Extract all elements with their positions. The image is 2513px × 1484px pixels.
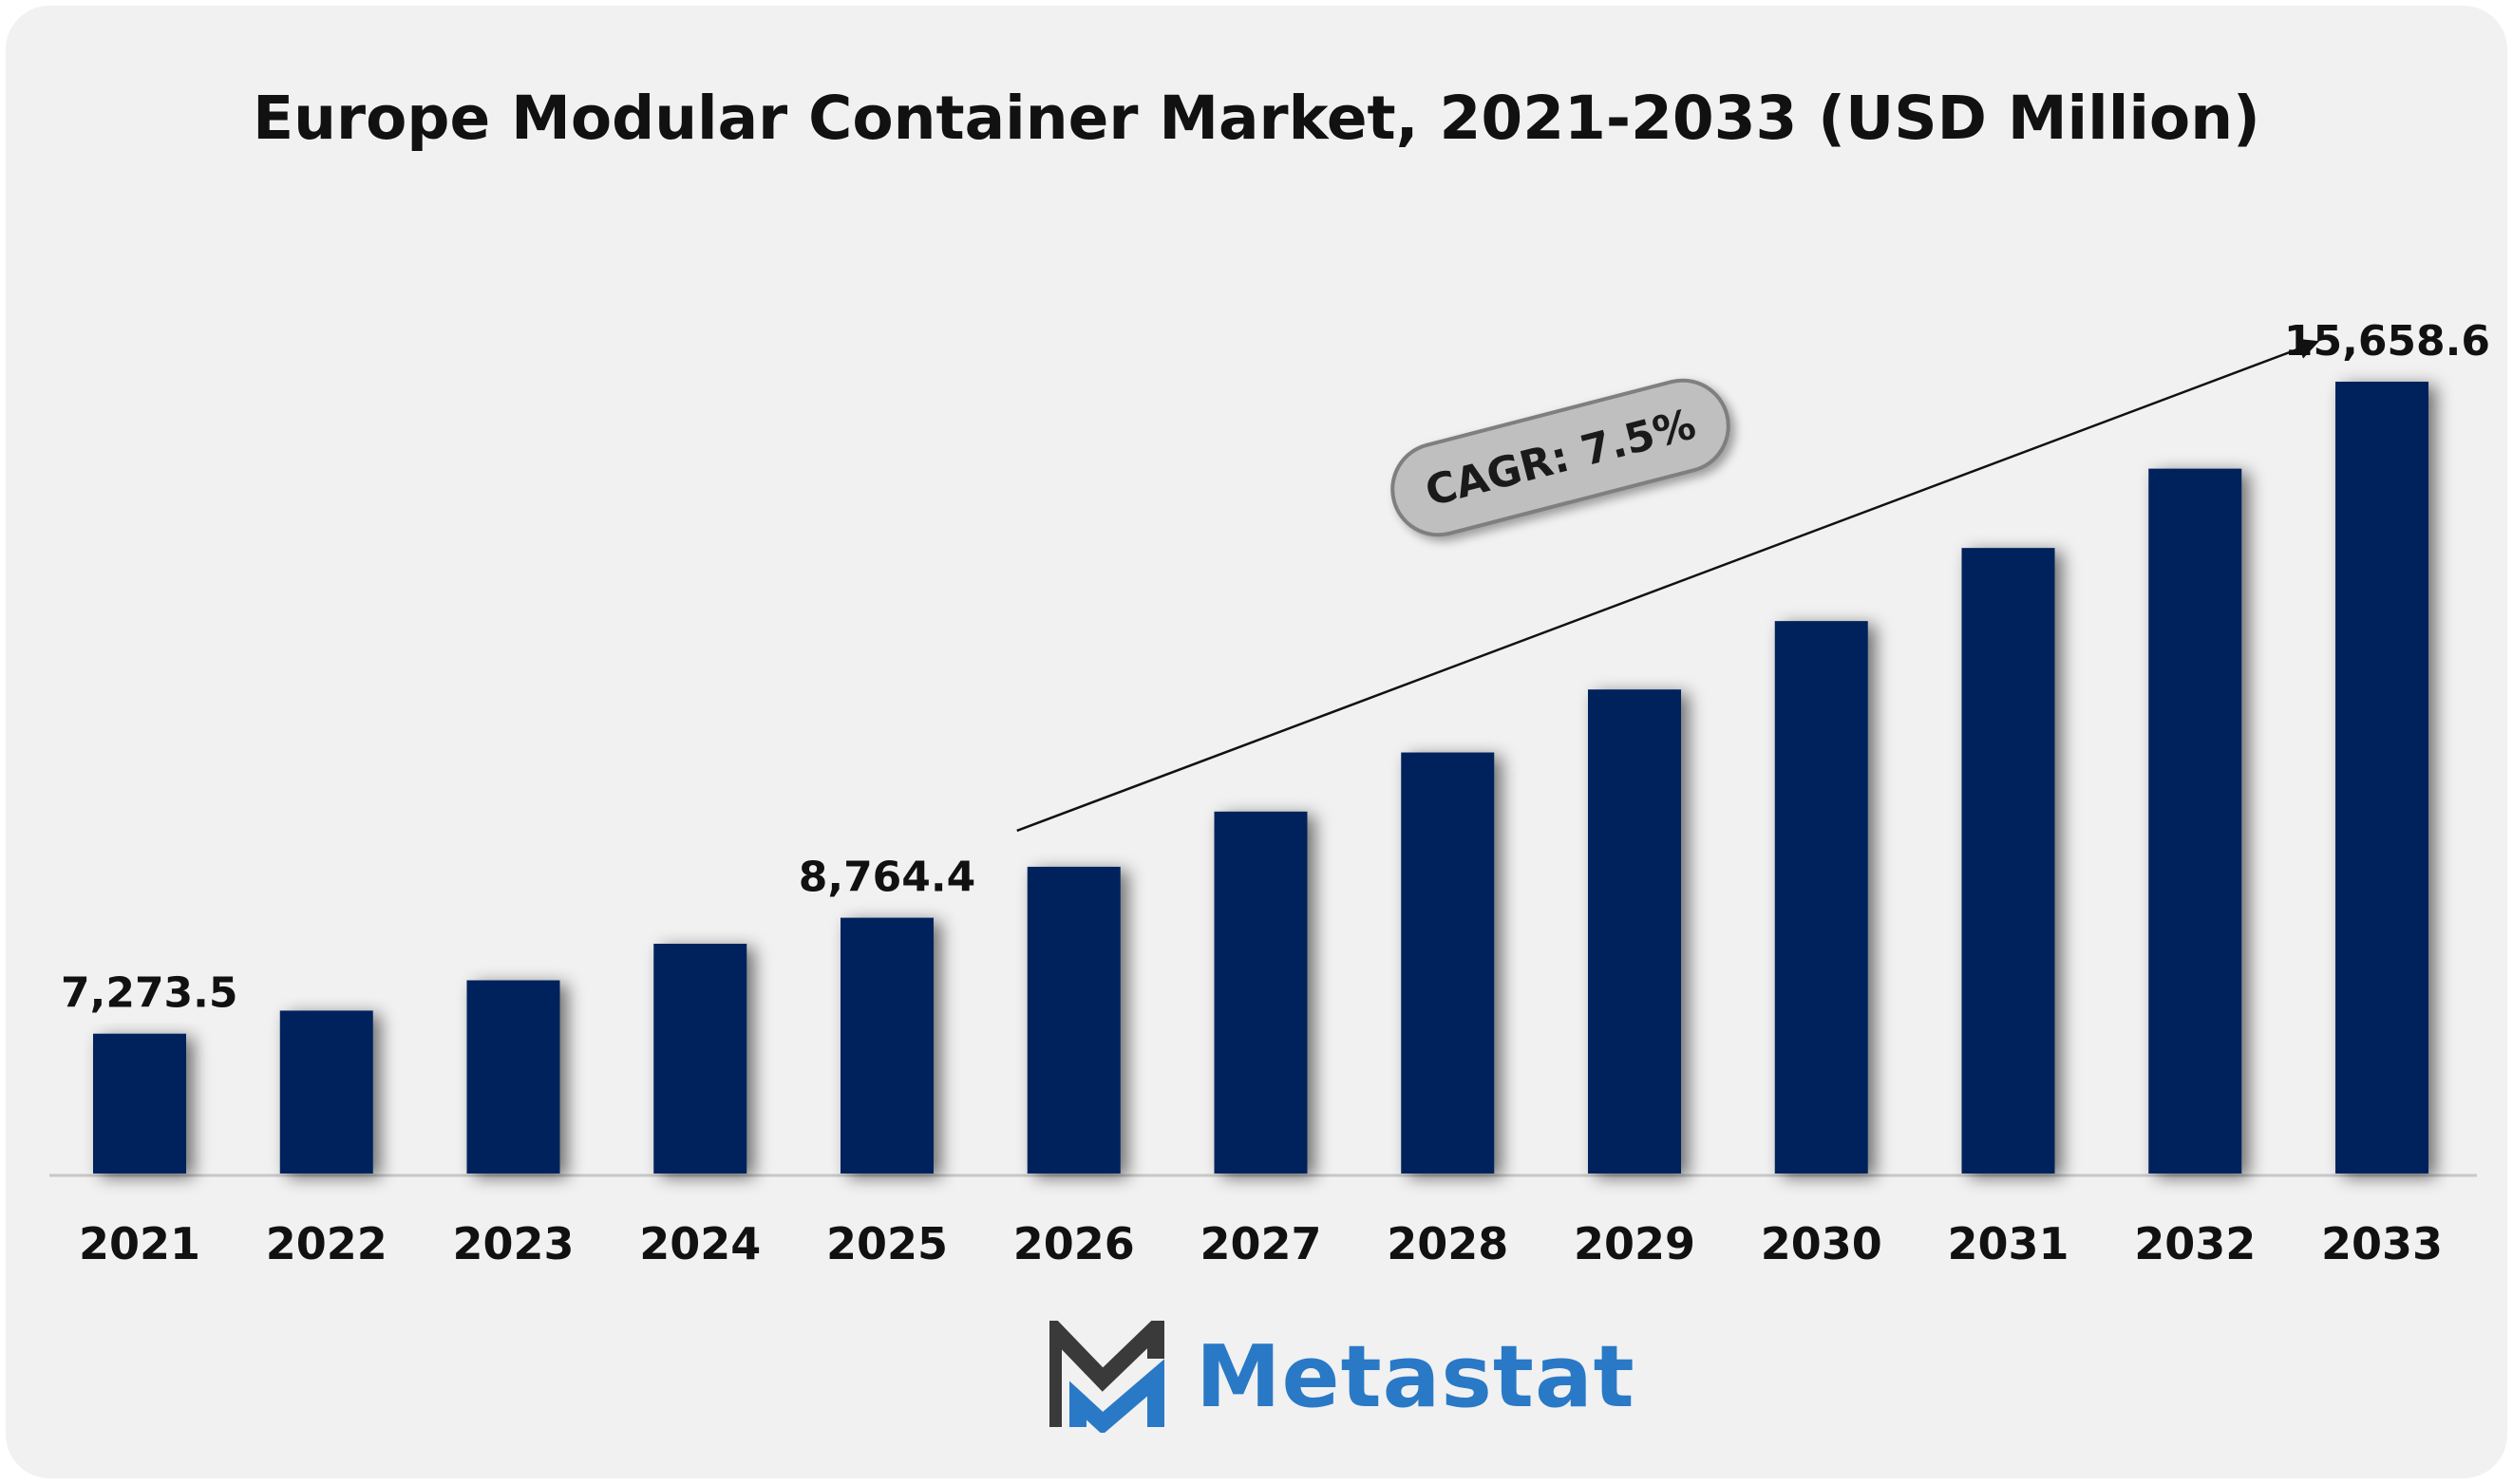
bar-2032 bbox=[2148, 468, 2242, 1174]
bar-2022 bbox=[279, 1010, 373, 1174]
x-tick-label: 2028 bbox=[1387, 1218, 1508, 1269]
x-tick-label: 2031 bbox=[1947, 1218, 2069, 1269]
bar-2024 bbox=[653, 943, 747, 1174]
x-tick-label: 2025 bbox=[826, 1218, 948, 1269]
bar-2029 bbox=[1588, 689, 1681, 1174]
x-tick-label: 2022 bbox=[266, 1218, 387, 1269]
brand-name: Metastat bbox=[1196, 1326, 1635, 1427]
bar-2026 bbox=[1027, 866, 1121, 1174]
metastat-logo-icon bbox=[1049, 1321, 1164, 1433]
data-label: 7,273.5 bbox=[61, 969, 238, 1018]
x-tick-label: 2032 bbox=[2134, 1218, 2256, 1269]
x-tick-label: 2021 bbox=[79, 1218, 200, 1269]
bar-2025 bbox=[841, 917, 934, 1174]
data-label: 8,764.4 bbox=[799, 854, 976, 902]
chart-card bbox=[6, 6, 2507, 1478]
bar-2031 bbox=[1961, 548, 2055, 1174]
chart-title: Europe Modular Container Market, 2021-20… bbox=[253, 84, 2260, 153]
bar-2033 bbox=[2335, 382, 2428, 1174]
bar-2027 bbox=[1214, 811, 1308, 1174]
x-tick-label: 2033 bbox=[2321, 1218, 2443, 1269]
bar-2030 bbox=[1774, 621, 1868, 1174]
x-tick-label: 2029 bbox=[1574, 1218, 1695, 1269]
x-tick-label: 2023 bbox=[452, 1218, 574, 1269]
metastat-logo: Metastat bbox=[1049, 1320, 1635, 1434]
data-label: 15,658.6 bbox=[2284, 317, 2490, 366]
bar-2021 bbox=[93, 1033, 186, 1174]
bar-2028 bbox=[1401, 752, 1495, 1174]
x-tick-label: 2024 bbox=[639, 1218, 761, 1269]
x-tick-label: 2027 bbox=[1200, 1218, 1321, 1269]
bar-2023 bbox=[466, 980, 560, 1174]
x-tick-label: 2030 bbox=[1761, 1218, 1882, 1269]
x-tick-label: 2026 bbox=[1013, 1218, 1135, 1269]
cagr-arrow bbox=[1016, 338, 2320, 833]
